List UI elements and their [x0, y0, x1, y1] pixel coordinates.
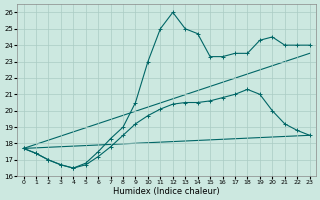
X-axis label: Humidex (Indice chaleur): Humidex (Indice chaleur): [113, 187, 220, 196]
